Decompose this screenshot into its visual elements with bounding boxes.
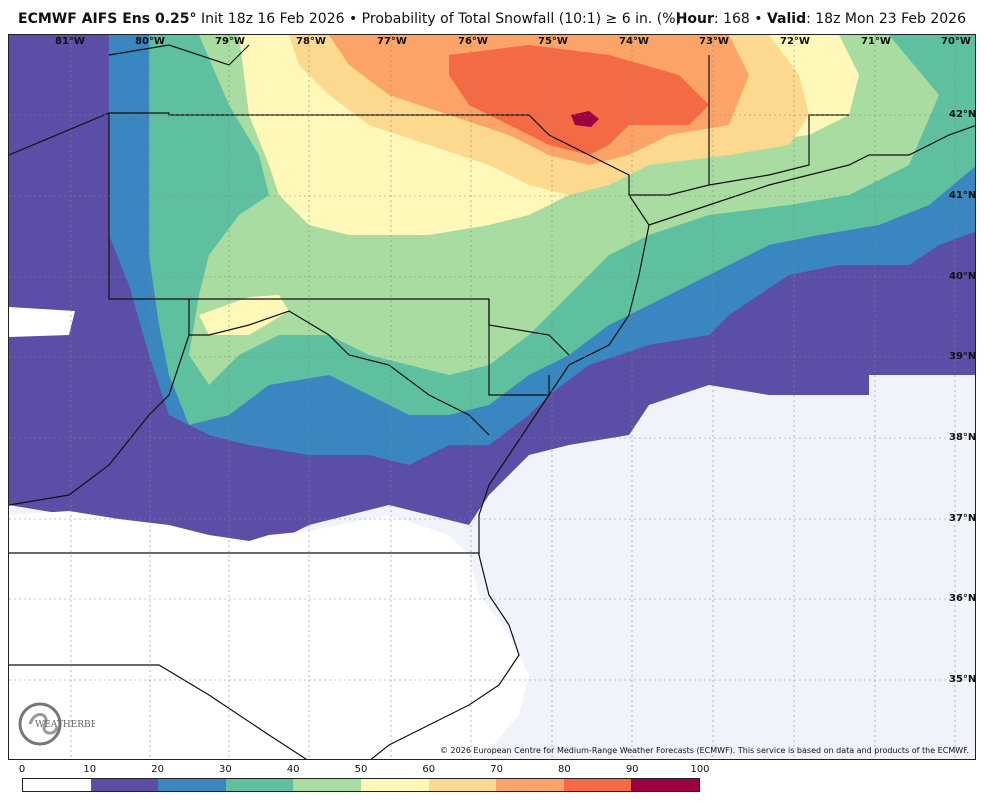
legend-tick: 100 bbox=[690, 764, 710, 775]
lat-label: 39°N bbox=[949, 351, 976, 362]
lat-label: 41°N bbox=[949, 190, 976, 201]
lon-label: 78°W bbox=[296, 36, 326, 47]
map-header: ECMWF AIFS Ens 0.25° Init 18z 16 Feb 202… bbox=[0, 0, 984, 34]
hour-value: : 168 • bbox=[713, 11, 767, 27]
snowfall-probability-map: 81°W 80°W 79°W 78°W 77°W 76°W 75°W 74°W … bbox=[8, 34, 976, 760]
contour-50-60-patch bbox=[199, 295, 289, 335]
lon-label: 73°W bbox=[699, 36, 729, 47]
map-canvas bbox=[9, 35, 975, 759]
hour-label: Hour bbox=[675, 11, 714, 27]
valid-value: : 18z Mon 23 Feb 2026 bbox=[806, 11, 966, 27]
legend-swatch bbox=[90, 779, 159, 791]
coastline bbox=[108, 44, 975, 759]
lat-label: 42°N bbox=[949, 109, 976, 120]
lon-label: 71°W bbox=[861, 36, 891, 47]
lon-label: 79°W bbox=[215, 36, 245, 47]
legend-ticks: 0 10 20 30 40 50 60 70 80 90 100 bbox=[18, 764, 710, 778]
legend-tick: 60 bbox=[422, 764, 436, 775]
legend-tick: 30 bbox=[219, 764, 232, 775]
legend-swatch bbox=[631, 779, 699, 791]
legend-tick: 90 bbox=[625, 764, 639, 775]
contour-80-90 bbox=[449, 45, 709, 155]
valid-time: Hour: 168 • Valid: 18z Mon 23 Feb 2026 bbox=[676, 11, 966, 27]
legend-swatch bbox=[428, 779, 497, 791]
copyright-notice: © 2026 European Centre for Medium-Range … bbox=[440, 746, 969, 755]
svg-text:WEATHERBELL: WEATHERBELL bbox=[35, 720, 95, 730]
lon-label: 70°W bbox=[941, 36, 971, 47]
lon-label: 77°W bbox=[377, 36, 407, 47]
lon-label: 75°W bbox=[538, 36, 568, 47]
weatherbell-logo: WEATHERBELL bbox=[15, 699, 95, 749]
legend-swatch bbox=[293, 779, 361, 791]
lon-label: 74°W bbox=[619, 36, 649, 47]
valid-label: Valid bbox=[766, 11, 807, 27]
contour-lt10-south bbox=[9, 511, 529, 759]
legend-tick: 20 bbox=[151, 764, 164, 775]
legend-tick: 80 bbox=[558, 764, 571, 775]
legend-tick: 10 bbox=[83, 764, 97, 775]
state-boundaries bbox=[9, 55, 849, 759]
legend-tick: 70 bbox=[490, 764, 503, 775]
degree-symbol: ° bbox=[189, 11, 197, 27]
lat-label: 40°N bbox=[949, 271, 976, 282]
legend-tick: 0 bbox=[18, 764, 26, 775]
graticule bbox=[9, 35, 975, 759]
map-title: ECMWF AIFS Ens 0.25° Init 18z 16 Feb 202… bbox=[18, 11, 681, 27]
legend-swatch bbox=[563, 779, 632, 791]
run-description: Init 18z 16 Feb 2026 • Probability of To… bbox=[196, 11, 681, 27]
legend-swatch bbox=[158, 779, 226, 791]
lon-label: 76°W bbox=[458, 36, 488, 47]
legend-swatch bbox=[360, 779, 429, 791]
model-name: ECMWF AIFS Ens 0.25 bbox=[18, 11, 190, 27]
lon-label: 81°W bbox=[55, 36, 85, 47]
lon-label: 80°W bbox=[135, 36, 165, 47]
lat-label: 36°N bbox=[949, 593, 976, 604]
legend-tick: 50 bbox=[354, 764, 368, 775]
legend-swatch bbox=[23, 779, 91, 791]
lon-label: 72°W bbox=[780, 36, 810, 47]
legend-swatch bbox=[225, 779, 294, 791]
legend-swatch bbox=[496, 779, 564, 791]
lat-label: 38°N bbox=[949, 432, 976, 443]
color-legend bbox=[22, 778, 700, 792]
contour-lt10-west bbox=[9, 307, 75, 337]
contour-90-100 bbox=[571, 111, 599, 127]
lat-label: 35°N bbox=[949, 674, 976, 685]
lat-label: 37°N bbox=[949, 513, 976, 524]
legend-tick: 40 bbox=[286, 764, 300, 775]
